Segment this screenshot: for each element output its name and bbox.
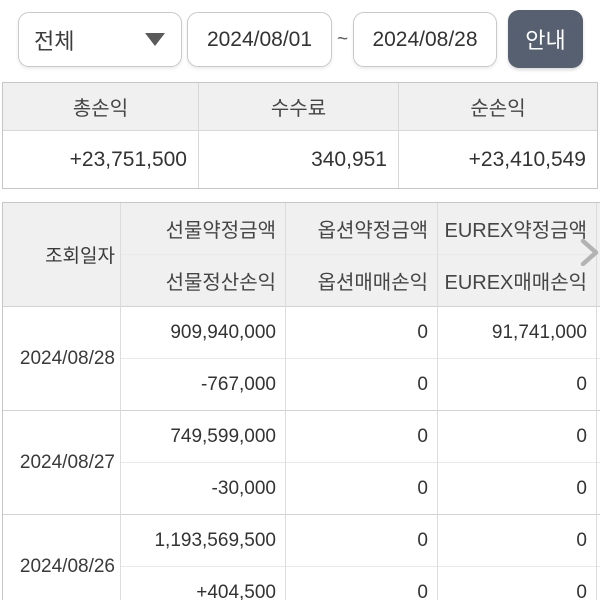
table-header-row-amounts: 조회일자 선물약정금액 옵션약정금액 EUREX약정금액 [2,202,600,307]
column-header-options-pnl: 옵션매매손익 [285,254,438,307]
options-amount-cell: 0 [285,514,438,567]
futures-amount-cell: 749,599,000 [120,410,286,463]
date-range-separator: ~ [336,28,349,50]
table-header-row-pnl: 선물정산손익 옵션매매손익 EUREX매매손익 [3,254,600,307]
options-pnl-cell: 0 [285,358,438,411]
next-cell-clipped [596,566,600,600]
filter-type-selected-value: 전체 [34,28,75,54]
next-cell-clipped [596,514,600,567]
row-date: 2024/08/28 [2,306,121,411]
table-row: 2024/08/26 1,193,569,500 0 0 [2,514,600,600]
futures-pnl-cell: +404,500 [120,566,286,600]
next-cell-clipped [596,410,600,463]
futures-pnl-cell: -767,000 [120,358,286,411]
filter-type-dropdown[interactable]: 전체 [18,12,182,67]
table-subrow-pnl: -30,000 0 0 [3,462,600,515]
options-amount-cell: 0 [285,410,438,463]
eurex-amount-cell: 91,741,000 [437,306,597,359]
next-cell-clipped [596,358,600,411]
summary-header-net-pnl: 순손익 [398,83,597,130]
next-cell-clipped [596,306,600,359]
filter-bar: 전체 2024/08/01 ~ 2024/08/28 안내 [0,0,600,82]
options-pnl-cell: 0 [285,566,438,600]
table-subrow-pnl: +404,500 0 0 [3,566,600,600]
table-subrow-pnl: -767,000 0 0 [3,358,600,411]
date-from-input[interactable]: 2024/08/01 [187,12,332,67]
date-to-input[interactable]: 2024/08/28 [353,12,497,67]
eurex-pnl-cell: 0 [437,462,597,515]
column-header-eurex-amount: EUREX약정금액 [437,202,597,255]
summary-value-row: +23,751,500 340,951 +23,410,549 [3,131,597,188]
options-pnl-cell: 0 [285,462,438,515]
row-date: 2024/08/26 [2,514,121,600]
summary-value-total-pnl: +23,751,500 [69,147,187,171]
futures-amount-cell: 1,193,569,500 [120,514,286,567]
eurex-pnl-cell: 0 [437,358,597,411]
column-header-futures-pnl: 선물정산손익 [120,254,286,307]
table-row: 2024/08/27 749,599,000 0 0 [2,410,600,515]
summary-header-total-pnl: 총손익 [72,98,129,120]
column-header-futures-amount: 선물약정금액 [120,202,286,255]
next-cell-clipped [596,462,600,515]
column-header-options-amount: 옵션약정금액 [285,202,438,255]
futures-amount-cell: 909,940,000 [120,306,286,359]
summary-header-commission: 수수료 [198,83,398,130]
info-button[interactable]: 안내 [508,10,583,68]
column-header-next-clipped [596,254,600,307]
column-header-next-clipped [596,202,600,255]
column-header-date: 조회일자 [2,202,121,307]
column-header-eurex-pnl: EUREX매매손익 [437,254,597,307]
summary-header-row: 총손익 수수료 순손익 [3,83,597,131]
options-amount-cell: 0 [285,306,438,359]
chevron-down-icon [145,33,165,46]
futures-pnl-cell: -30,000 [120,462,286,515]
summary-value-commission: 340,951 [198,131,398,188]
eurex-amount-cell: 0 [437,514,597,567]
row-date: 2024/08/27 [2,410,121,515]
eurex-pnl-cell: 0 [437,566,597,600]
table-row: 2024/08/28 909,940,000 0 91,741,000 [2,306,600,411]
chevron-right-icon[interactable] [579,238,600,267]
summary-value-net-pnl: +23,410,549 [398,131,597,188]
pnl-table-scroll-area[interactable]: 조회일자 선물약정금액 옵션약정금액 EUREX약정금액 선물정산손익 옵션매매… [2,202,600,600]
pnl-table: 조회일자 선물약정금액 옵션약정금액 EUREX약정금액 선물정산손익 옵션매매… [2,202,600,600]
eurex-amount-cell: 0 [437,410,597,463]
summary-box: 총손익 수수료 순손익 +23,751,500 340,951 +23,410,… [2,82,598,189]
